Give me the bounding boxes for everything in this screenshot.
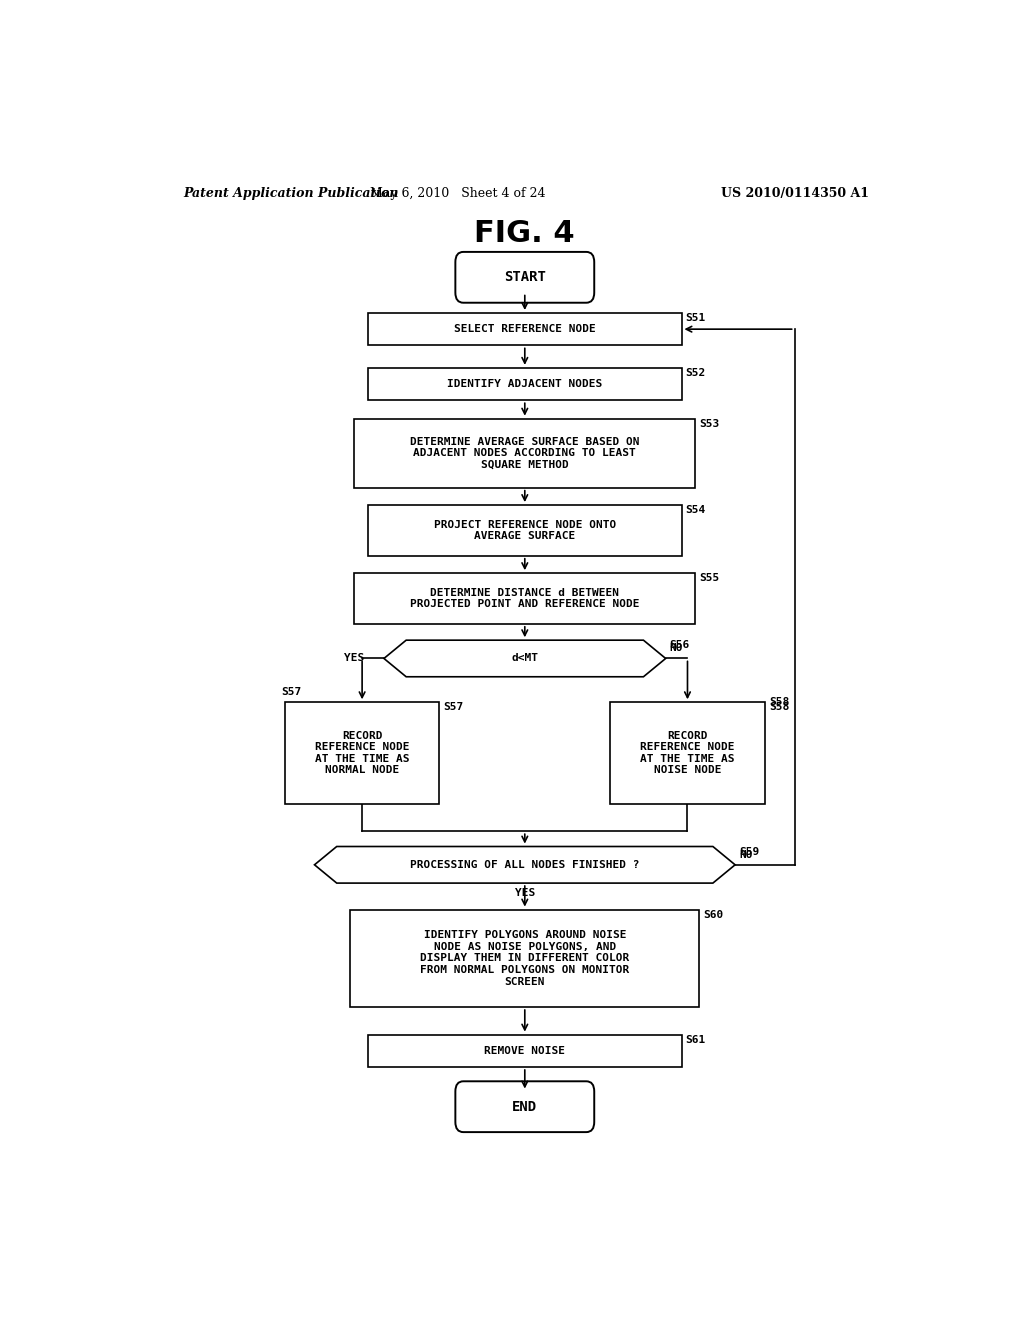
Text: S58: S58 — [769, 697, 790, 708]
Text: S59: S59 — [739, 846, 760, 857]
Text: S54: S54 — [685, 506, 706, 515]
Polygon shape — [384, 640, 666, 677]
Text: END: END — [512, 1100, 538, 1114]
Bar — [285, 702, 439, 804]
Text: DETERMINE DISTANCE d BETWEEN
PROJECTED POINT AND REFERENCE NODE: DETERMINE DISTANCE d BETWEEN PROJECTED P… — [410, 587, 640, 610]
Text: S57: S57 — [443, 702, 464, 713]
Bar — [368, 368, 682, 400]
Text: S56: S56 — [670, 640, 690, 651]
Text: YES: YES — [344, 653, 365, 664]
Bar — [354, 418, 695, 487]
Text: S61: S61 — [685, 1035, 706, 1044]
Text: d<MT: d<MT — [511, 653, 539, 664]
Text: PROJECT REFERENCE NODE ONTO
AVERAGE SURFACE: PROJECT REFERENCE NODE ONTO AVERAGE SURF… — [434, 520, 615, 541]
Text: Patent Application Publication: Patent Application Publication — [183, 187, 399, 201]
Text: May 6, 2010   Sheet 4 of 24: May 6, 2010 Sheet 4 of 24 — [370, 187, 545, 201]
Text: FIG. 4: FIG. 4 — [474, 219, 575, 248]
Bar — [368, 313, 682, 346]
Bar — [368, 1035, 682, 1067]
Text: RECORD
REFERENCE NODE
AT THE TIME AS
NOISE NODE: RECORD REFERENCE NODE AT THE TIME AS NOI… — [640, 730, 735, 775]
Text: SELECT REFERENCE NODE: SELECT REFERENCE NODE — [454, 325, 596, 334]
Text: IDENTIFY POLYGONS AROUND NOISE
NODE AS NOISE POLYGONS, AND
DISPLAY THEM IN DIFFE: IDENTIFY POLYGONS AROUND NOISE NODE AS N… — [420, 931, 630, 986]
Text: NO: NO — [739, 850, 753, 859]
Bar — [368, 506, 682, 556]
FancyBboxPatch shape — [456, 1081, 594, 1133]
Text: REMOVE NOISE: REMOVE NOISE — [484, 1045, 565, 1056]
Text: US 2010/0114350 A1: US 2010/0114350 A1 — [721, 187, 868, 201]
Text: START: START — [504, 271, 546, 284]
Text: DETERMINE AVERAGE SURFACE BASED ON
ADJACENT NODES ACCORDING TO LEAST
SQUARE METH: DETERMINE AVERAGE SURFACE BASED ON ADJAC… — [410, 437, 640, 470]
Text: NO: NO — [670, 643, 683, 653]
Bar — [354, 573, 695, 624]
Bar — [610, 702, 765, 804]
Text: S55: S55 — [699, 573, 720, 583]
Text: S60: S60 — [703, 909, 724, 920]
Text: IDENTIFY ADJACENT NODES: IDENTIFY ADJACENT NODES — [447, 379, 602, 389]
Text: PROCESSING OF ALL NODES FINISHED ?: PROCESSING OF ALL NODES FINISHED ? — [410, 859, 640, 870]
Text: RECORD
REFERENCE NODE
AT THE TIME AS
NORMAL NODE: RECORD REFERENCE NODE AT THE TIME AS NOR… — [314, 730, 410, 775]
Text: S53: S53 — [699, 418, 720, 429]
Text: YES: YES — [515, 888, 535, 898]
FancyBboxPatch shape — [456, 252, 594, 302]
Text: S52: S52 — [685, 368, 706, 378]
Text: S57: S57 — [281, 688, 301, 697]
Text: S51: S51 — [685, 313, 706, 323]
Text: S58: S58 — [769, 702, 790, 713]
Polygon shape — [314, 846, 735, 883]
Bar — [350, 909, 699, 1007]
